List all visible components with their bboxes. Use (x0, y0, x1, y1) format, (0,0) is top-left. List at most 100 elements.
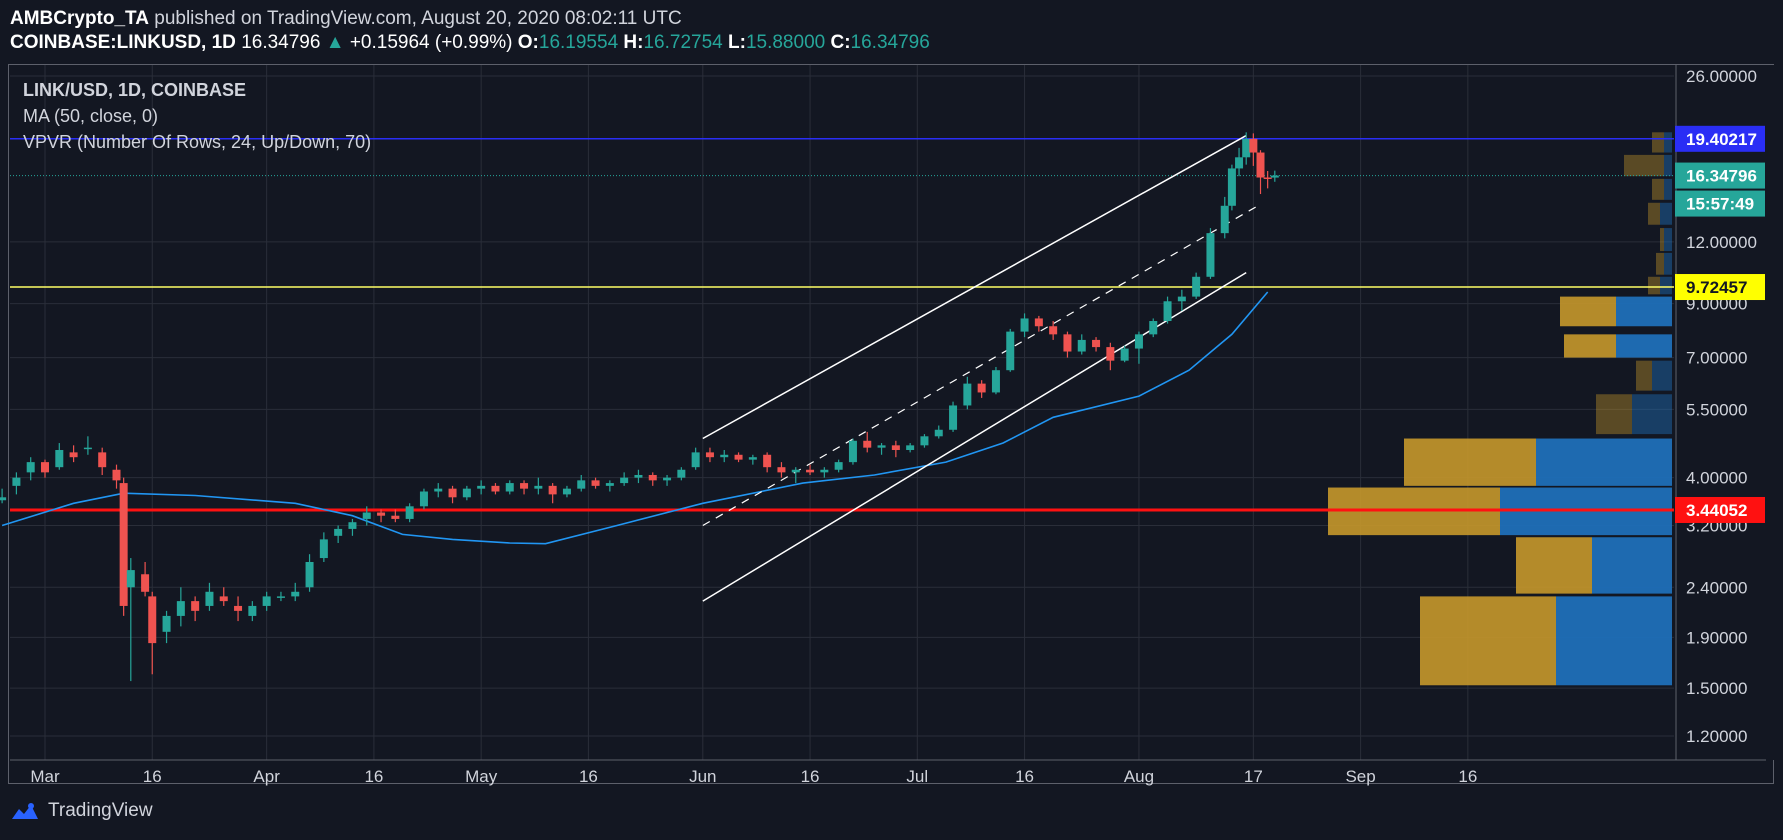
x-tick-label: 16 (579, 767, 598, 786)
candle-body (305, 561, 314, 588)
volume-profile-up-bar (1652, 360, 1672, 391)
x-tick-label: Apr (253, 767, 280, 786)
low-value: 15.88000 (745, 32, 826, 53)
y-tick-label: 1.50000 (1686, 679, 1747, 698)
volume-profile-down-bar (1652, 132, 1664, 153)
volume-profile-up-bar (1616, 296, 1672, 327)
price-label-text: 3.44052 (1686, 501, 1747, 520)
price-label-badge (1675, 496, 1765, 523)
candle-body (562, 488, 571, 495)
candle-body (1242, 138, 1251, 158)
candle-body (820, 469, 829, 473)
candle-body (720, 454, 729, 458)
price-label-badge (1675, 162, 1765, 189)
price-label-badge (1675, 274, 1765, 301)
x-tick-label: May (465, 767, 498, 786)
candle-body (126, 570, 135, 588)
candle-body (1020, 318, 1029, 332)
candle-body (520, 483, 529, 489)
candle-body (291, 591, 300, 597)
change-arrow-icon: ▲ (325, 32, 345, 53)
y-tick-label: 4.00000 (1686, 469, 1747, 488)
y-tick-label: 1.20000 (1686, 727, 1747, 746)
x-tick-label: 16 (1015, 767, 1034, 786)
ma50-line (1, 291, 1269, 545)
candle-body (362, 512, 371, 519)
y-tick-label: 1.90000 (1686, 628, 1747, 647)
legend-ma[interactable]: MA (50, close, 0) (23, 106, 159, 126)
candle-body (1192, 276, 1201, 297)
x-tick-label: 17 (1244, 767, 1263, 786)
candle-body (763, 454, 772, 468)
candle-body (98, 452, 107, 468)
candle-body (262, 596, 271, 606)
volume-profile-down-bar (1648, 202, 1660, 225)
open-label: O: (517, 32, 539, 53)
volume-profile-down-bar (1656, 252, 1664, 275)
candle-body (69, 452, 78, 458)
candle-body (405, 506, 414, 519)
candle-body (705, 452, 714, 458)
volume-profile-up-bar (1660, 276, 1672, 295)
close-label: C: (830, 32, 851, 53)
candle-body (1227, 168, 1236, 206)
volume-profile-up-bar (1664, 154, 1672, 177)
close-value: 16.34796 (850, 32, 930, 53)
y-tick-label: 7.00000 (1686, 349, 1747, 368)
candle-body (963, 383, 972, 406)
price-label-badge (1675, 125, 1765, 152)
price-label-text: 9.72457 (1686, 278, 1747, 297)
candle-body (748, 457, 757, 460)
volume-profile-up-bar (1536, 438, 1672, 486)
publish-text: published on TradingView.com, August 20,… (148, 8, 682, 29)
candle-body (1106, 347, 1115, 361)
candle-body (162, 615, 171, 632)
volume-profile-down-bar (1560, 296, 1616, 327)
candle-body (112, 469, 121, 481)
candle-body (205, 591, 214, 606)
volume-profile-down-bar (1596, 394, 1632, 435)
candle-body (348, 522, 357, 529)
candle-body (191, 601, 200, 611)
open-value: 16.19554 (538, 32, 619, 53)
candle-body (334, 528, 343, 536)
candle-body (591, 480, 600, 486)
candle-body (12, 477, 21, 486)
x-tick-label: Jul (906, 767, 928, 786)
candle-body (462, 488, 471, 498)
candle-body (691, 452, 700, 468)
candle-body (319, 539, 328, 559)
candle-body (276, 596, 285, 598)
candle-body (891, 445, 900, 451)
candle-body (83, 447, 92, 450)
candle-body (248, 605, 257, 616)
candle-body (176, 601, 185, 616)
volume-profile-up-bar (1632, 394, 1672, 435)
price-label-text: 19.40217 (1686, 130, 1757, 149)
candle-body (55, 450, 64, 468)
candle-body (0, 497, 7, 501)
symbol-line: COINBASE:LINKUSD, 1D (10, 32, 236, 53)
volume-profile-up-bar (1664, 132, 1672, 153)
candle-body (1220, 205, 1229, 234)
low-label: L: (728, 32, 746, 53)
candle-body (1077, 339, 1086, 352)
volume-profile-down-bar (1624, 154, 1664, 177)
candle-body (734, 454, 743, 460)
author-name[interactable]: AMBCrypto_TA (10, 8, 149, 29)
candle-body (1063, 334, 1072, 352)
candle-body (834, 462, 843, 470)
volume-profile-down-bar (1420, 596, 1556, 686)
candle-body (1206, 233, 1215, 277)
candle-body (1149, 321, 1158, 335)
legend-vpvr[interactable]: VPVR (Number Of Rows, 24, Up/Down, 70) (23, 132, 372, 152)
candle-body (1249, 138, 1258, 153)
x-tick-label: 16 (801, 767, 820, 786)
candle-body (26, 462, 35, 473)
x-tick-label: 16 (143, 767, 162, 786)
y-tick-label: 5.50000 (1686, 400, 1747, 419)
candle-body (1270, 175, 1279, 178)
legend-title: LINK/USD, 1D, COINBASE (23, 80, 247, 100)
footer-brand[interactable]: TradingView (48, 800, 153, 821)
